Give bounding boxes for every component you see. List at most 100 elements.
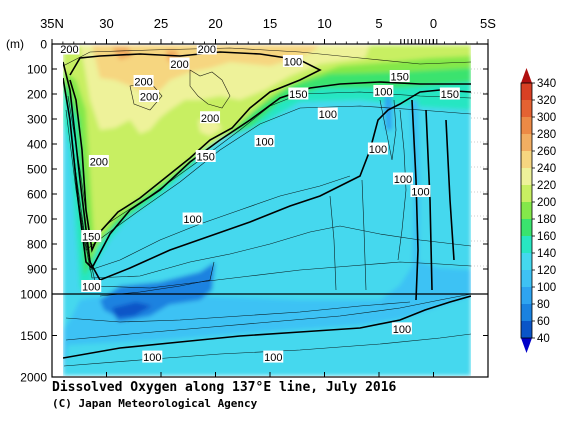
contour-label-text: 200 (140, 92, 158, 104)
y-axis: 0 100 200 300 400 500 600 700 800 900 1000 1500 2000 (20, 38, 488, 385)
y-tick-label: 700 (27, 213, 47, 227)
y-tick-label: 500 (27, 163, 47, 177)
x-axis: 35N 30 25 20 15 10 5 0 5S (40, 16, 496, 377)
colorbar-segment (521, 287, 532, 304)
colorbar-segment (521, 304, 532, 321)
contour-label: 150 (288, 87, 309, 101)
contour-label-text: 100 (393, 324, 411, 336)
y-tick-label: 400 (27, 138, 47, 152)
colorbar-tick-label: 200 (537, 197, 556, 209)
contour-label-bg (317, 107, 338, 120)
colorbar-tick-label: 140 (537, 248, 556, 260)
contour-label-text: 100 (319, 109, 337, 121)
contour-label-text: 100 (394, 174, 412, 186)
contour-label-bg (59, 42, 80, 55)
colorbar-tick-label: 80 (537, 299, 550, 311)
x-tick-label: 5 (375, 16, 382, 31)
y-tick-label: 0 (40, 38, 47, 52)
station-marks (400, 39, 438, 44)
contour-label-text: 200 (134, 77, 152, 89)
colorbar-low-arrow (521, 338, 532, 353)
contour-label: 100 (263, 350, 284, 364)
y-tick-label: 600 (27, 188, 47, 202)
contour-100 (63, 61, 471, 282)
contour-label-bg (373, 85, 394, 97)
contour-label: 100 (392, 172, 413, 186)
colorbar: 40 60 80 100 120 140 160 180 200 220 240 260 280 300 3… (520, 68, 556, 353)
contour-label: 150 (81, 230, 102, 244)
contour-label-text: 200 (201, 113, 219, 125)
colorbar-tick-label: 340 (537, 78, 556, 90)
y-tick-label: 900 (27, 263, 47, 277)
contour-label-text: 150 (441, 89, 459, 101)
contour-100-lower (63, 295, 471, 359)
contour-label-bg (282, 55, 303, 67)
contour-100-equator (411, 99, 455, 301)
y-axis-unit-label: (m) (6, 37, 24, 51)
contour-label-text: 200 (170, 59, 188, 71)
chart-title: Dissolved Oxygen along 137°E line, July … (52, 380, 397, 395)
contour-label: 100 (182, 212, 203, 226)
oxygen-field (63, 45, 471, 376)
contour-label: 100 (373, 85, 394, 99)
y-tick-label: 1000 (20, 288, 47, 302)
contour-label: 150 (439, 87, 460, 101)
contour-label-text: 200 (198, 44, 216, 56)
contour-label-text: 100 (284, 57, 302, 69)
contour-label: 100 (254, 135, 275, 149)
contour-label-bg (139, 90, 160, 102)
y-tick-label: 300 (27, 113, 47, 127)
contour-label: 100 (317, 107, 338, 121)
contour-label: 200 (59, 42, 80, 56)
x-tick-label: 35N (40, 16, 64, 31)
contour-label-bg (254, 135, 275, 147)
contour-label-bg (288, 87, 309, 100)
contour-label-text: 100 (264, 352, 282, 364)
chart-credit: (C) Japan Meteorological Agency (52, 397, 258, 410)
colorbar-tick-label: 60 (537, 316, 550, 328)
contour-label-text: 100 (411, 187, 429, 199)
y-tick-label: 200 (27, 88, 47, 102)
contour-label: 100 (391, 322, 412, 336)
x-tick-label: 5S (480, 16, 496, 31)
contour-label: 200 (169, 57, 190, 71)
colorbar-segment (521, 168, 532, 185)
y-tick-label: 800 (27, 238, 47, 252)
contour-label-bg (142, 350, 163, 363)
contour-label-bg (195, 150, 216, 162)
contour-label-bg (200, 111, 221, 124)
colorbar-tick-label: 120 (537, 265, 556, 277)
colorbar-segment (521, 270, 532, 287)
contour-label-bg (367, 142, 388, 155)
contour-label: 150 (389, 70, 410, 84)
contour-label: 200 (139, 90, 160, 104)
colorbar-high-arrow (521, 68, 532, 83)
colorbar-tick-label: 160 (537, 231, 556, 243)
contour-label-text: 150 (82, 232, 100, 244)
colorbar-segment (521, 134, 532, 151)
contour-label-bg (263, 350, 284, 363)
colorbar-segment (521, 185, 532, 202)
colorbar-segment (521, 202, 532, 219)
contour-label-text: 100 (183, 214, 201, 226)
y-tick-label: 2000 (20, 371, 47, 385)
contour-label: 100 (367, 142, 388, 156)
colorbar-tick-label: 100 (537, 282, 556, 294)
contour-label-bg (410, 185, 431, 197)
contour-label: 200 (200, 111, 221, 125)
contour-label-bg (182, 212, 203, 225)
colorbar-tick-label: 320 (537, 95, 556, 107)
contour-label-bg (391, 322, 412, 335)
equatorial-streak-2 (384, 96, 392, 130)
contour-label: 200 (88, 155, 109, 169)
bottom-white-margin (52, 300, 63, 377)
colorbar-segment (521, 219, 532, 236)
contour-label: 100 (142, 350, 163, 364)
contour-label-text: 150 (391, 72, 409, 84)
colorbar-tick-label: 220 (537, 180, 556, 192)
contour-label-bg (196, 42, 217, 55)
contour-label-text: 150 (289, 89, 307, 101)
contour-label: 150 (195, 150, 216, 164)
contour-label-text: 100 (374, 87, 392, 99)
